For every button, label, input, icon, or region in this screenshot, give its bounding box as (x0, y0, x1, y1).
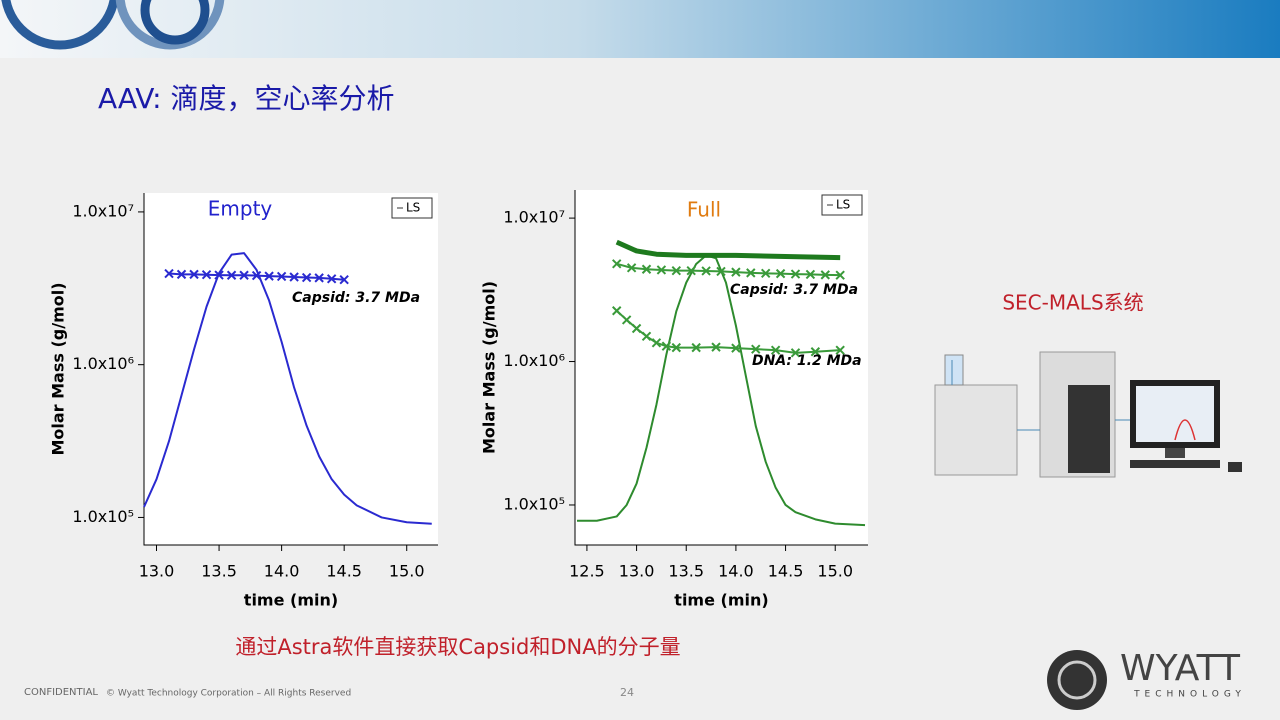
x-tick-label: 14.0 (264, 562, 300, 581)
x-tick-label: 12.5 (569, 562, 605, 581)
footer-logo (1047, 650, 1107, 710)
data-marker (164, 268, 174, 279)
chart-title: Empty (208, 197, 273, 221)
x-tick-label: 15.0 (817, 562, 853, 581)
slide-title: AAV: 滴度，空心率分析 (98, 82, 395, 115)
footer-copyright: © Wyatt Technology Corporation – All Rig… (106, 689, 351, 699)
legend-box (821, 194, 863, 216)
data-marker (835, 345, 845, 355)
x-axis-label: time (min) (244, 591, 338, 610)
data-marker (612, 259, 622, 269)
x-tick-label: 14.5 (326, 562, 362, 581)
data-line (615, 239, 841, 261)
marker-band (616, 262, 841, 277)
y-tick-label: 1.0x10⁶ (503, 351, 565, 370)
caption: 通过Astra软件直接获取Capsid和DNA的分子量 (235, 635, 680, 659)
y-tick-label: 1.0x10⁵ (503, 494, 565, 513)
y-tick-label: 1.0x10⁷ (503, 208, 565, 227)
axis-line (143, 193, 438, 546)
marker-band (168, 272, 345, 281)
legend-box (391, 197, 433, 219)
y-tick-label: 1.0x10⁶ (72, 354, 134, 373)
annotation: Capsid: 3.7 MDa (730, 282, 858, 298)
chart: 12.5 13.0 13.5 14.0 14.5 15.0 1.0x10⁵ 1.0x10⁶ 1.… (480, 190, 868, 610)
data-line (143, 252, 432, 525)
footer-confidential: CONFIDENTIAL (24, 687, 98, 698)
chart-title: Full (687, 198, 721, 222)
header-logo (1, 0, 225, 50)
x-tick-label: 14.5 (768, 562, 804, 581)
x-tick-label: 13.5 (201, 562, 237, 581)
chart: 13.0 13.5 14.0 14.5 15.0 1.0x10⁵ 1.0x10⁶ 1.0x10… (49, 193, 438, 610)
x-tick-label: 13.5 (668, 562, 704, 581)
y-tick-label: 1.0x10⁷ (72, 201, 134, 220)
marker-band (616, 310, 841, 354)
x-axis-label: time (min) (674, 591, 768, 610)
annotation: Capsid: 3.7 MDa (292, 290, 420, 306)
header-band (0, 0, 1280, 58)
axis-line (574, 190, 868, 546)
x-tick-label: 14.0 (718, 562, 754, 581)
legend-label: LS (406, 201, 420, 215)
x-tick-label: 13.0 (139, 562, 175, 581)
legend-label: LS (836, 198, 850, 212)
y-axis-label: Molar Mass (g/mol) (480, 281, 499, 454)
y-tick-label: 1.0x10⁵ (72, 507, 134, 526)
side-label: SEC-MALS系统 (1002, 291, 1143, 315)
logo-name: WYATT (1120, 648, 1241, 689)
page-number: 24 (620, 686, 634, 699)
data-marker (835, 270, 845, 280)
x-tick-label: 15.0 (389, 562, 425, 581)
x-tick-label: 13.0 (619, 562, 655, 581)
y-axis-label: Molar Mass (g/mol) (49, 282, 68, 455)
annotation: DNA: 1.2 MDa (752, 353, 862, 369)
plot-area (144, 193, 438, 545)
logo-sub: TECHNOLOGY (1133, 690, 1246, 700)
plot-area (575, 190, 868, 545)
instrument-illustration (934, 351, 1242, 478)
